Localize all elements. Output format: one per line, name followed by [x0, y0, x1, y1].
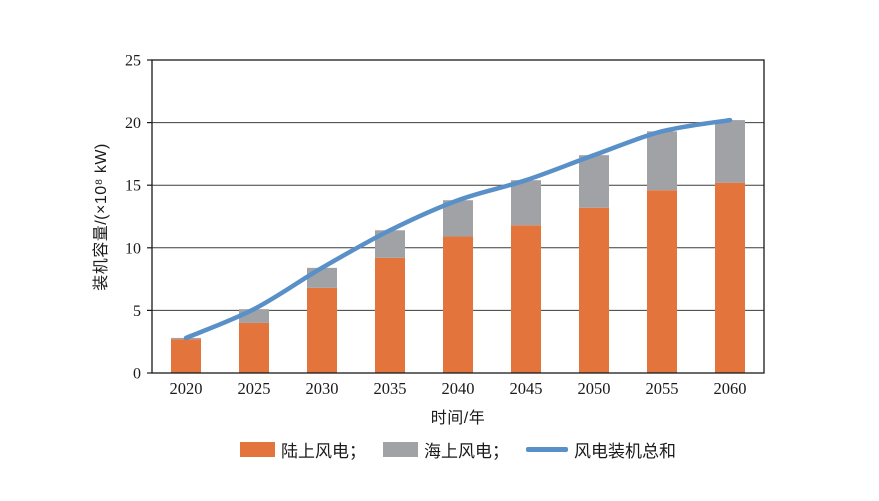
bar-offshore [307, 267, 337, 288]
bar-onshore [443, 236, 473, 373]
bar-onshore [579, 207, 609, 373]
x-tick-label: 2045 [510, 379, 543, 398]
x-tick-label: 2020 [170, 379, 203, 398]
y-tick-label: 20 [125, 115, 141, 132]
bar-offshore [647, 131, 677, 191]
x-tick-label: 2060 [714, 379, 747, 398]
legend-item-offshore: 海上风电； [383, 437, 509, 462]
x-tick-label: 2030 [306, 379, 339, 398]
x-tick-label: 2040 [442, 379, 475, 398]
bar-offshore [511, 180, 541, 226]
y-tick-label: 15 [125, 178, 141, 195]
legend-label-offshore: 海上风电； [424, 442, 509, 461]
legend-item-onshore: 陆上风电； [240, 437, 366, 462]
bar-offshore [579, 155, 609, 208]
onshore-swatch-icon [240, 442, 275, 457]
legend-label-total: 风电装机总和 [574, 442, 676, 461]
x-tick-label: 2025 [238, 379, 271, 398]
bar-onshore [647, 190, 677, 373]
x-axis-title: 时间/年 [430, 410, 486, 427]
x-tick-label: 2055 [646, 379, 679, 398]
bar-onshore [715, 182, 745, 373]
y-tick-label: 0 [133, 366, 141, 383]
bar-onshore [239, 322, 269, 373]
total-line [183, 117, 733, 341]
offshore-swatch-icon [383, 442, 418, 457]
bar-onshore [171, 339, 201, 373]
plot-border [151, 59, 765, 374]
bar-offshore [715, 120, 745, 183]
x-tick-label: 2035 [374, 379, 407, 398]
bar-onshore [511, 225, 541, 373]
y-axis-title: 装机容量/(×10⁸ kW) [93, 143, 110, 291]
x-tick-label: 2050 [578, 379, 611, 398]
bar-onshore [307, 287, 337, 373]
legend-item-total: 风电装机总和 [526, 437, 676, 462]
bar-onshore [375, 257, 405, 373]
total-line-swatch-icon [526, 447, 568, 452]
y-tick-label: 10 [125, 240, 141, 257]
y-tick-label: 5 [133, 303, 141, 320]
legend: 陆上风电； 海上风电； 风电装机总和 [152, 437, 764, 462]
y-tick-label: 25 [125, 53, 141, 70]
legend-label-onshore: 陆上风电； [281, 442, 366, 461]
